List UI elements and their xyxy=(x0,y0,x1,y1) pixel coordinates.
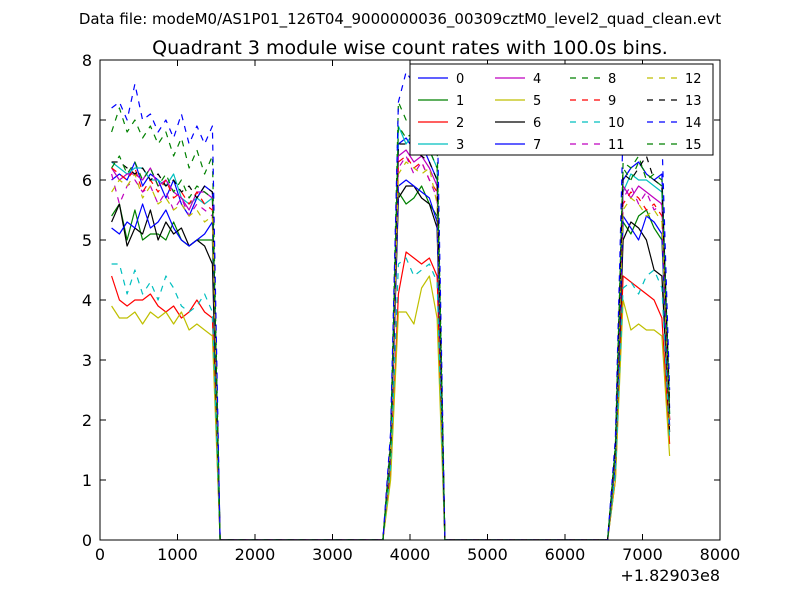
series-line-6 xyxy=(111,185,671,540)
chart-suptitle: Data file: modeM0/AS1P01_126T04_90000000… xyxy=(79,10,721,29)
series-line-10 xyxy=(111,257,671,540)
x-tick-label: 3000 xyxy=(312,545,353,564)
series-line-13 xyxy=(111,143,671,540)
legend-label-13: 13 xyxy=(685,94,702,109)
legend-label-7: 7 xyxy=(533,138,541,153)
series-line-8 xyxy=(111,101,671,540)
y-tick-label: 8 xyxy=(82,51,92,70)
y-tick-label: 5 xyxy=(82,231,92,250)
chart-title: Quadrant 3 module wise count rates with … xyxy=(152,37,668,59)
x-tick-label: 6000 xyxy=(545,545,586,564)
x-tick-label: 4000 xyxy=(390,545,431,564)
series-layer xyxy=(111,71,671,540)
legend-label-3: 3 xyxy=(456,138,464,153)
legend-label-1: 1 xyxy=(456,94,464,109)
series-line-15 xyxy=(111,125,671,540)
legend-label-8: 8 xyxy=(608,72,616,87)
y-tick-label: 6 xyxy=(82,171,92,190)
legend-label-14: 14 xyxy=(685,116,702,131)
series-line-7 xyxy=(111,179,671,540)
legend-label-4: 4 xyxy=(533,72,541,87)
series-line-1 xyxy=(111,185,671,540)
legend-label-0: 0 xyxy=(456,72,464,87)
legend-label-2: 2 xyxy=(456,116,464,131)
y-tick-label: 3 xyxy=(82,351,92,370)
legend-label-6: 6 xyxy=(533,116,541,131)
legend-label-11: 11 xyxy=(608,138,625,153)
series-line-2 xyxy=(111,251,671,540)
legend-frame xyxy=(409,63,714,156)
legend-label-9: 9 xyxy=(608,94,616,109)
x-tick-label: 0 xyxy=(95,545,105,564)
legend-label-15: 15 xyxy=(685,138,702,153)
x-tick-label: 7000 xyxy=(622,545,663,564)
y-tick-label: 4 xyxy=(82,291,92,310)
x-offset-label: +1.82903e8 xyxy=(620,566,720,585)
x-tick-label: 2000 xyxy=(235,545,276,564)
legend-label-12: 12 xyxy=(685,72,702,87)
y-tick-label: 1 xyxy=(82,471,92,490)
tick-layer: 0 1000 2000 3000 4000 5000 6000 7000 80000123456… xyxy=(82,51,741,564)
x-tick-label: 1000 xyxy=(157,545,198,564)
y-tick-label: 7 xyxy=(82,111,92,130)
x-tick-label: 5000 xyxy=(467,545,508,564)
legend-label-5: 5 xyxy=(533,94,541,109)
series-line-5 xyxy=(111,275,671,540)
legend-label-10: 10 xyxy=(608,116,625,131)
y-tick-label: 0 xyxy=(82,531,92,550)
x-tick-label: 8000 xyxy=(700,545,741,564)
y-tick-label: 2 xyxy=(82,411,92,430)
